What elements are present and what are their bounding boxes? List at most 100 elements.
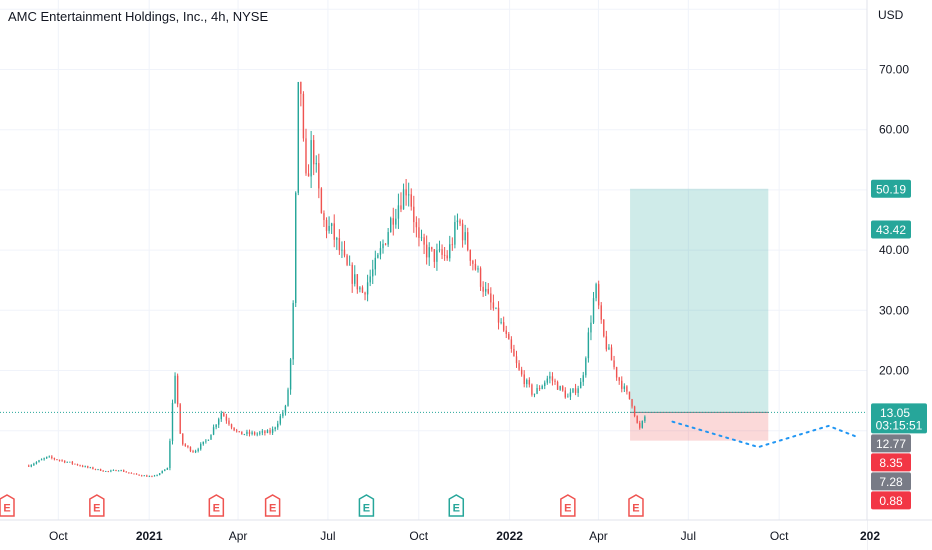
candle-body [495, 307, 497, 309]
candle-body [140, 475, 143, 477]
candle [307, 164, 310, 177]
candle-body [479, 268, 482, 287]
candle [449, 235, 451, 262]
candle [184, 443, 187, 447]
candle [102, 469, 104, 472]
candle-body [454, 222, 456, 245]
candle-body [431, 247, 433, 250]
candle-body [102, 470, 104, 472]
candle-body [341, 249, 343, 251]
candle [310, 130, 312, 189]
candle-body [513, 348, 515, 357]
price-badge: 7.28 [871, 472, 911, 491]
candle-body [300, 81, 302, 94]
candle-body [461, 223, 464, 241]
candle [174, 372, 176, 404]
candle [551, 372, 554, 386]
earnings-marker-label: E [93, 503, 100, 515]
candle-body [405, 189, 407, 196]
candle [587, 327, 590, 363]
candle-body [569, 392, 572, 397]
candle-body [546, 378, 549, 383]
candle-body [53, 458, 56, 460]
earnings-marker-label: E [269, 503, 276, 515]
time-axis: Oct 2021 Apr Jul Oct 2022 Apr Jul Oct 202 [0, 519, 932, 550]
earnings-marker-badge [264, 494, 281, 517]
candle [248, 429, 251, 437]
candle-body [526, 379, 528, 385]
candle [69, 461, 71, 463]
candle [562, 385, 564, 392]
candle [415, 216, 418, 238]
earnings-marker: E [448, 494, 465, 517]
candle [523, 370, 525, 388]
candle-body [266, 430, 269, 434]
candle-body [164, 469, 166, 471]
candle [330, 222, 333, 235]
candle-body [184, 444, 187, 446]
candle-body [84, 466, 86, 468]
candle-body [45, 456, 48, 459]
candle-body [413, 206, 415, 223]
candle [71, 460, 74, 465]
candle-body [467, 232, 469, 250]
candle-body [328, 225, 330, 231]
candle [138, 474, 140, 476]
candle [241, 431, 243, 435]
candle [392, 207, 394, 236]
price-badge: 0.88 [871, 491, 911, 510]
candle-body [243, 434, 246, 435]
candle [487, 283, 489, 295]
candle [192, 449, 194, 453]
candle [544, 380, 546, 390]
candle-body [323, 213, 325, 220]
candle-body [110, 470, 112, 472]
candle-body [397, 205, 400, 219]
candle-body [207, 439, 210, 441]
candle-body [230, 424, 233, 428]
candle-body [40, 459, 43, 461]
candle-body [374, 257, 377, 270]
candle-body [123, 470, 125, 472]
price-badge-bg [871, 220, 911, 239]
candle [130, 472, 133, 474]
candle [87, 465, 89, 469]
earnings-marker-label: E [453, 503, 460, 515]
candle [623, 383, 626, 393]
candle-body [58, 459, 61, 461]
price-tick-label: 20.00 [879, 364, 909, 378]
candle [469, 249, 471, 266]
price-badge-value: 7.28 [879, 475, 903, 489]
candle-body [302, 93, 305, 139]
candle [28, 464, 30, 467]
candle [626, 385, 628, 395]
price-badge: 50.19 [871, 179, 911, 198]
candle [200, 442, 202, 451]
candle [297, 81, 299, 196]
candle [43, 457, 45, 461]
candle [243, 433, 246, 436]
candle [546, 375, 549, 385]
candle-body [235, 430, 238, 432]
candle-body [505, 330, 507, 335]
candle-body [595, 284, 597, 299]
candlestick-series [28, 81, 646, 478]
price-badge-countdown: 03:15:51 [876, 418, 923, 432]
candle-body [446, 255, 448, 259]
candle [182, 433, 184, 446]
candle [81, 464, 84, 468]
currency-label: USD [878, 8, 904, 22]
candle [289, 357, 292, 395]
candle-body [289, 359, 292, 390]
price-badge-value: 0.88 [879, 494, 903, 508]
candle-body [420, 237, 423, 239]
candle [343, 240, 346, 258]
candle [384, 243, 387, 246]
candle [577, 385, 579, 397]
candle [38, 459, 40, 463]
candle [436, 243, 438, 271]
candle-body [354, 274, 356, 284]
candle [238, 431, 240, 433]
candle [169, 438, 171, 471]
